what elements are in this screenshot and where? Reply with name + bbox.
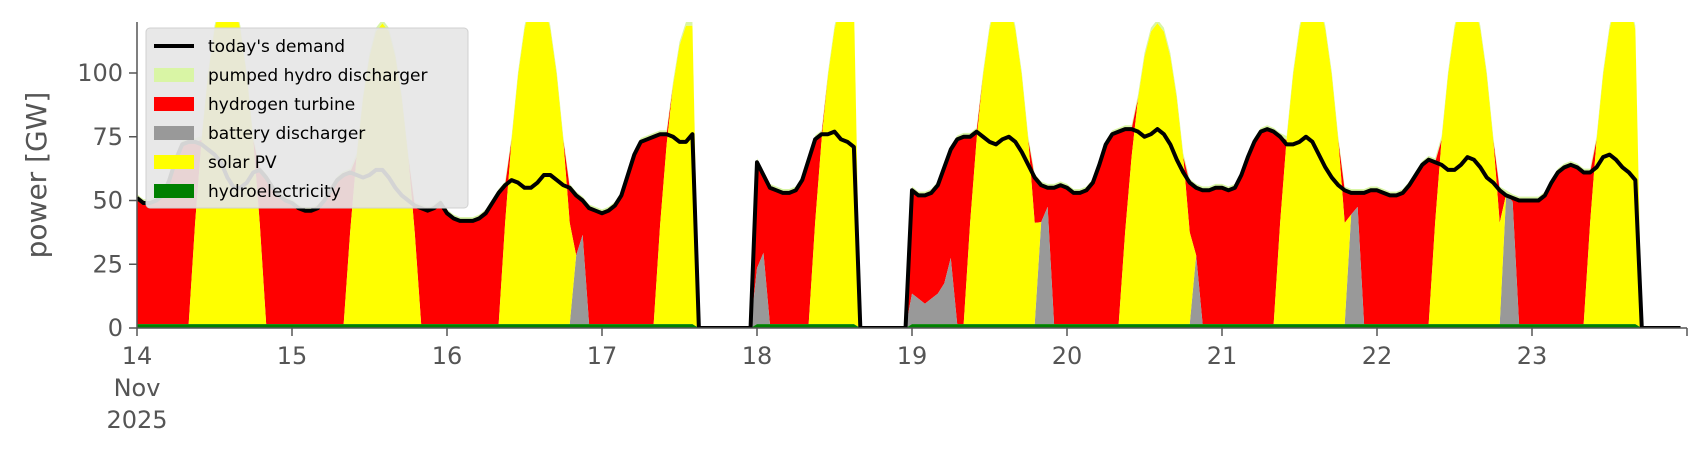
y-tick-label: 50 — [92, 187, 123, 215]
legend-swatch — [154, 155, 194, 169]
legend-label: pumped hydro discharger — [208, 66, 427, 86]
x-tick-label: 16 — [432, 342, 463, 370]
y-tick-label: 0 — [108, 314, 123, 342]
x-tick-label: 22 — [1362, 342, 1393, 370]
legend: today's demand pumped hydro discharger hyd… — [145, 27, 469, 209]
legend-swatch — [154, 68, 194, 82]
legend-swatch — [154, 97, 194, 111]
x-tick-label: 17 — [587, 342, 618, 370]
x-tick-label: 14 — [122, 342, 153, 370]
x-tick-label: 15 — [277, 342, 308, 370]
x-tick-label: 23 — [1517, 342, 1548, 370]
legend-label: hydrogen turbine — [208, 95, 355, 115]
legend-label: solar PV — [208, 153, 277, 173]
area-hydroelectricity — [137, 324, 1687, 328]
x-tick-label: 20 — [1052, 342, 1083, 370]
y-tick-label: 25 — [92, 250, 123, 278]
x-tick-label: 19 — [897, 342, 928, 370]
area-solar-pv — [137, 22, 1687, 328]
x-tick-sublabel: 2025 — [106, 406, 167, 434]
x-tick-sublabel: Nov — [114, 374, 161, 402]
y-tick-label: 75 — [92, 123, 123, 151]
area-battery-discharger — [137, 194, 1687, 328]
x-tick-label: 21 — [1207, 342, 1238, 370]
area-hydrogen-turbine — [137, 22, 1687, 328]
legend-box — [145, 27, 469, 209]
legend-label: hydroelectricity — [208, 182, 341, 202]
legend-label: today's demand — [208, 37, 345, 57]
x-tick-label: 18 — [742, 342, 773, 370]
stacked-areas — [137, 22, 1687, 328]
y-axis-label: power [GW] — [20, 92, 53, 259]
y-tick-label: 100 — [77, 59, 123, 87]
legend-label: battery discharger — [208, 124, 365, 144]
axes: 0 25 50 75 100 14 15 16 17 18 19 20 21 22 23 Nov 2025 pow… — [20, 22, 1688, 434]
legend-swatch — [154, 126, 194, 140]
legend-swatch — [154, 184, 194, 198]
